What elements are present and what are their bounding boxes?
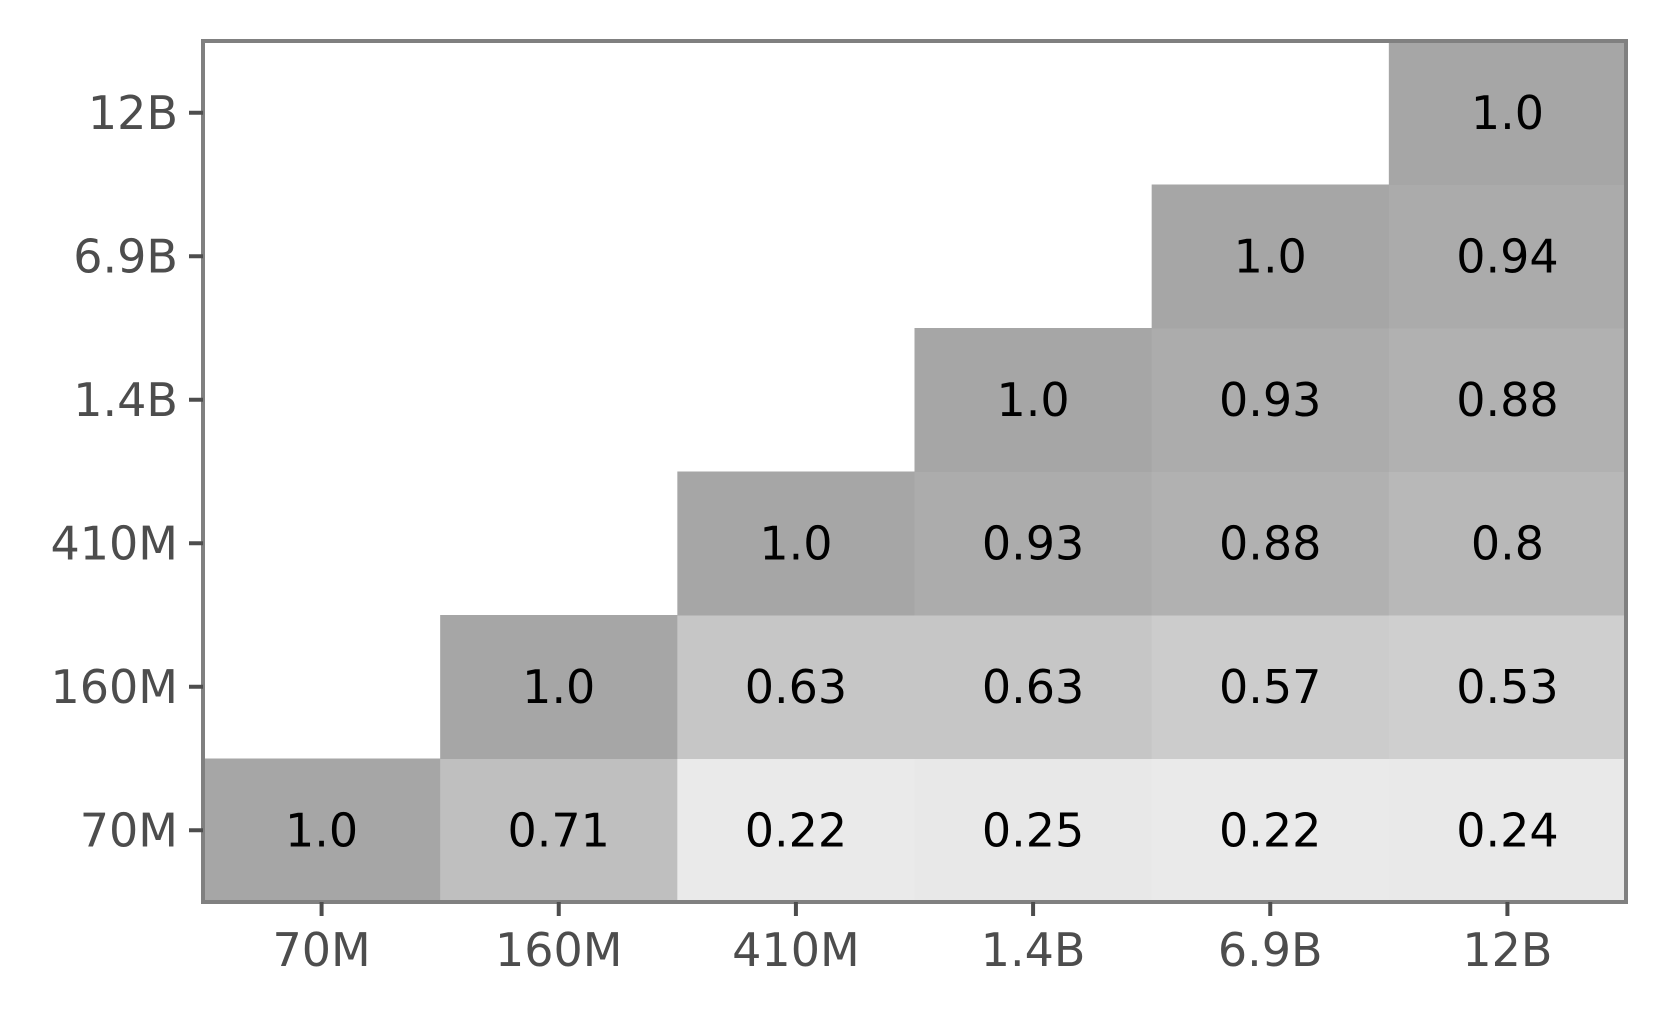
cell-value-label: 0.24 bbox=[1456, 803, 1558, 857]
x-axis: 70M 160M 410M 1.4B 6.9B 12B bbox=[272, 902, 1552, 977]
cell-value-label: 0.63 bbox=[745, 660, 847, 714]
cell-value-label: 0.57 bbox=[1219, 660, 1321, 714]
heatmap-cell bbox=[914, 615, 1153, 759]
heatmap-cell bbox=[1151, 471, 1390, 616]
heatmap-cell bbox=[914, 758, 1153, 903]
heatmap-cell bbox=[440, 615, 678, 759]
x-tick-label: 6.9B bbox=[1218, 923, 1323, 977]
y-tick-label: 6.9B bbox=[73, 229, 178, 283]
heatmap-cell bbox=[203, 758, 441, 903]
x-tick-label: 410M bbox=[732, 923, 860, 977]
y-axis: 70M 160M 410M 1.4B 6.9B 12B bbox=[51, 86, 203, 857]
cell-value-label: 0.88 bbox=[1456, 373, 1558, 427]
x-tick-label: 1.4B bbox=[981, 923, 1086, 977]
cell-value-label: 0.8 bbox=[1471, 516, 1544, 570]
cell-value-label: 0.93 bbox=[982, 516, 1084, 570]
plot-frame bbox=[201, 39, 1628, 904]
heatmap-cell bbox=[1388, 471, 1627, 616]
cell-value-label: 1.0 bbox=[997, 373, 1070, 427]
heatmap-cell bbox=[677, 471, 915, 616]
cell-value-label: 1.0 bbox=[522, 660, 595, 714]
cell-value-label: 0.93 bbox=[1219, 373, 1321, 427]
heatmap-cell bbox=[1151, 615, 1390, 759]
x-tick-label: 70M bbox=[272, 923, 370, 977]
y-tick-label: 70M bbox=[80, 803, 178, 857]
heatmap-cells bbox=[203, 41, 1627, 903]
y-tick-label: 410M bbox=[51, 516, 179, 570]
x-tick-label: 160M bbox=[495, 923, 623, 977]
heatmap-cell bbox=[440, 758, 678, 903]
heatmap-cell bbox=[914, 471, 1153, 616]
cell-value-labels: 1.0 0.71 0.22 0.25 0.22 0.24 1.0 0.63 0.63 0.57 0.… bbox=[285, 86, 1559, 858]
heatmap-cell bbox=[1388, 758, 1627, 903]
x-tick-label: 12B bbox=[1462, 923, 1552, 977]
cell-value-label: 0.22 bbox=[1219, 803, 1321, 857]
heatmap-cell bbox=[1388, 328, 1627, 472]
heatmap-cell bbox=[1151, 328, 1390, 472]
cell-value-label: 0.94 bbox=[1456, 229, 1558, 283]
heatmap-cell bbox=[1388, 615, 1627, 759]
y-tick-label: 160M bbox=[51, 660, 179, 714]
heatmap-cell bbox=[1388, 184, 1627, 329]
cell-value-label: 0.71 bbox=[508, 803, 610, 857]
cell-value-label: 0.22 bbox=[745, 803, 847, 857]
cell-value-label: 1.0 bbox=[285, 803, 358, 857]
heatmap-cell bbox=[1388, 41, 1627, 185]
heatmap-cell bbox=[1151, 184, 1390, 329]
cell-value-label: 0.53 bbox=[1456, 660, 1558, 714]
heatmap-cell bbox=[677, 758, 915, 903]
y-tick-label: 1.4B bbox=[73, 373, 178, 427]
cell-value-label: 0.63 bbox=[982, 660, 1084, 714]
cell-value-label: 0.25 bbox=[982, 803, 1084, 857]
cell-value-label: 1.0 bbox=[759, 516, 832, 570]
heatmap-cell bbox=[677, 615, 915, 759]
cell-value-label: 1.0 bbox=[1471, 86, 1544, 140]
y-tick-label: 12B bbox=[88, 86, 178, 140]
heatmap-cell bbox=[914, 328, 1153, 472]
cell-value-label: 0.88 bbox=[1219, 516, 1321, 570]
heatmap-cell bbox=[1151, 758, 1390, 903]
cell-value-label: 1.0 bbox=[1234, 229, 1307, 283]
